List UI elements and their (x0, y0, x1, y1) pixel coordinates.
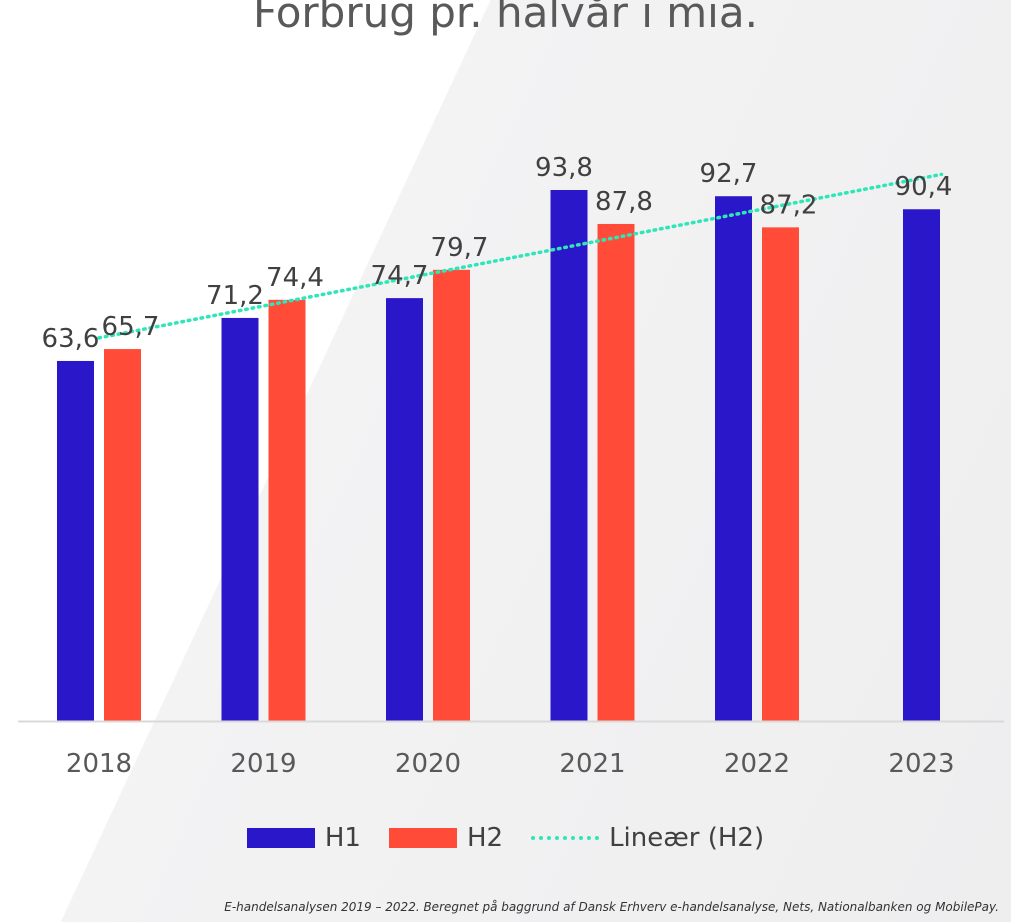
legend-label-trendline: Lineær (H2) (609, 823, 765, 853)
legend-item-h1: H1 (246, 823, 361, 853)
legend-item-h2: H2 (388, 823, 504, 853)
bar-h2-2018 (104, 349, 141, 721)
bar-h1-2020 (386, 298, 423, 721)
data-label-h1-2023: 90,4 (895, 172, 953, 202)
bar-h1-2023 (903, 209, 940, 722)
legend-item-trendline: Lineær (H2) (531, 823, 764, 853)
data-label-h2-2020: 79,7 (431, 233, 489, 263)
x-tick-label-2021: 2021 (559, 749, 625, 779)
x-tick-label-2023: 2023 (888, 749, 954, 779)
bar-h1-2021 (550, 190, 588, 721)
bar-h2-2022 (762, 227, 799, 721)
x-tick-label-2018: 2018 (66, 749, 132, 779)
bar-h1-2018 (57, 360, 94, 721)
data-label-h2-2022: 87,2 (760, 190, 818, 220)
legend-swatch-trendline (531, 836, 600, 840)
legend-swatch-h1 (246, 828, 315, 848)
bar-h2-2021 (597, 223, 635, 721)
data-label-h2-2021: 87,8 (595, 187, 653, 217)
legend-swatch-h2 (388, 828, 457, 848)
data-label-h2-2019: 74,4 (266, 263, 324, 293)
x-tick-label-2020: 2020 (395, 749, 461, 779)
data-label-h1-2021: 93,8 (535, 153, 593, 183)
bar-h2-2020 (433, 269, 470, 721)
bar-h1-2022 (715, 196, 752, 722)
chart-legend: H1 H2 Lineær (H2) (0, 818, 1011, 858)
data-label-h2-2018: 65,7 (102, 312, 160, 342)
trendline-h2 (97, 172, 944, 340)
chart-title: Forbrug pr. halvår i mia. (253, 0, 758, 37)
source-footnote: E-handelsanalysen 2019 – 2022. Beregnet … (224, 900, 999, 914)
legend-label-h2: H2 (466, 823, 504, 853)
data-label-h1-2020: 74,7 (371, 261, 429, 291)
x-tick-label-2019: 2019 (230, 749, 296, 779)
data-label-h1-2022: 92,7 (700, 159, 758, 189)
data-label-h1-2018: 63,6 (42, 324, 100, 354)
legend-label-h1: H1 (324, 823, 361, 853)
bar-h2-2019 (268, 299, 306, 721)
x-tick-label-2022: 2022 (724, 749, 790, 779)
data-label-h1-2019: 71,2 (206, 281, 264, 311)
bar-h1-2019 (221, 317, 259, 721)
